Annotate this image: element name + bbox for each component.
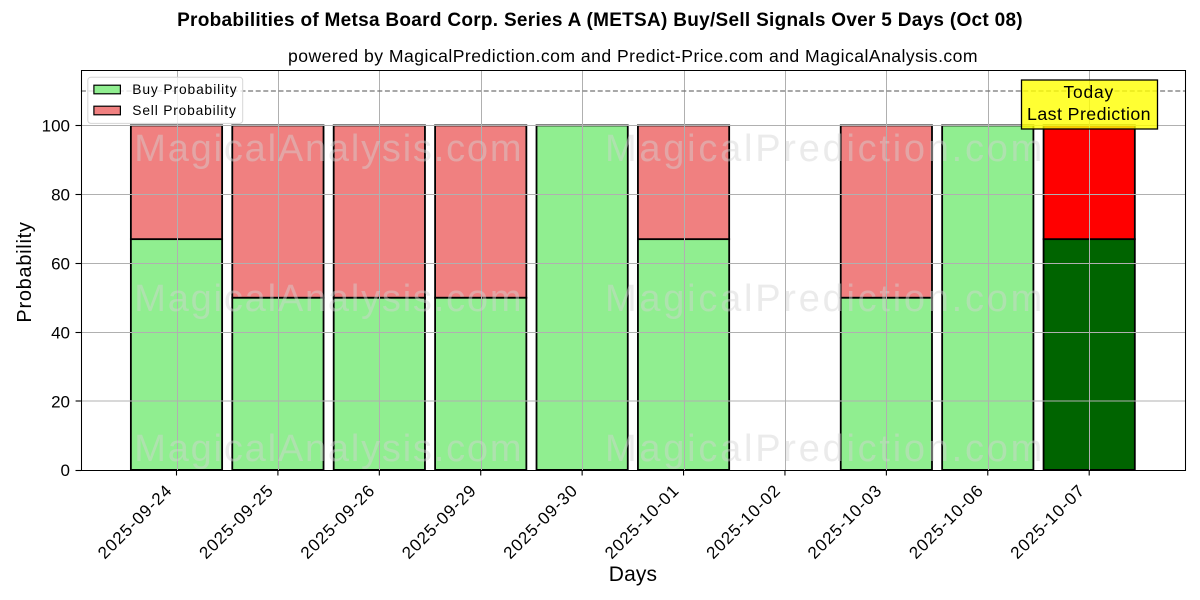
svg-text:Probabilities of Metsa Board C: Probabilities of Metsa Board Corp. Serie… [177,10,1023,31]
svg-text:MagicalPrediction.com: MagicalPrediction.com [605,428,1045,470]
svg-text:60: 60 [51,255,70,274]
svg-text:powered by MagicalPrediction.c: powered by MagicalPrediction.com and Pre… [288,46,978,66]
svg-text:MagicalPrediction.com: MagicalPrediction.com [605,278,1045,320]
svg-text:40: 40 [51,323,70,342]
svg-text:Days: Days [609,563,657,586]
svg-text:0: 0 [61,461,70,480]
svg-text:Buy Probability: Buy Probability [132,82,237,97]
svg-text:80: 80 [51,186,70,205]
svg-text:20: 20 [51,392,70,411]
svg-text:MagicalAnalysis.com: MagicalAnalysis.com [134,278,523,320]
svg-text:Sell Probability: Sell Probability [132,103,236,118]
svg-text:MagicalPrediction.com: MagicalPrediction.com [605,128,1045,170]
svg-text:Last Prediction: Last Prediction [1027,104,1151,124]
svg-text:MagicalAnalysis.com: MagicalAnalysis.com [134,128,523,170]
svg-text:100: 100 [42,117,70,136]
svg-text:Today: Today [1064,82,1114,102]
svg-text:Probability: Probability [14,221,36,322]
svg-text:MagicalAnalysis.com: MagicalAnalysis.com [134,428,523,470]
